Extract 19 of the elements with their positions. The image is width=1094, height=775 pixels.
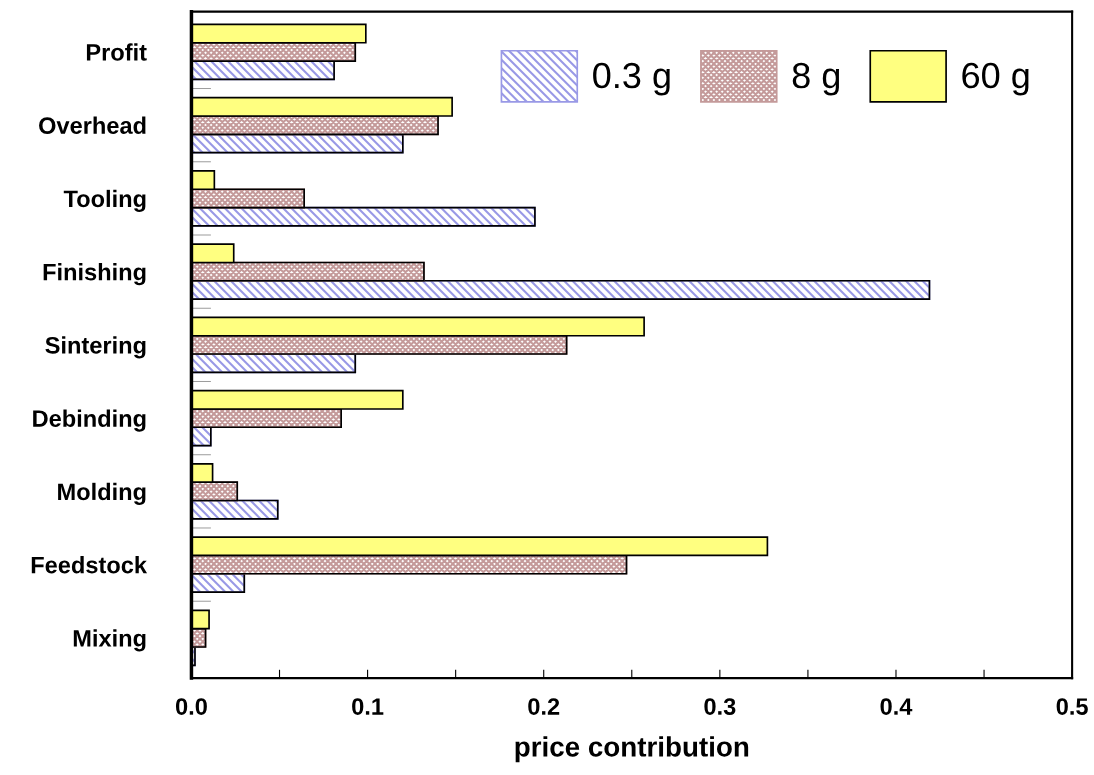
- y-tick-label: Feedstock: [31, 556, 148, 574]
- y-tick-label: Tooling: [63, 189, 146, 212]
- y-tick-label: Finishing: [43, 263, 146, 286]
- x-tick-label: 0.1: [352, 698, 384, 715]
- x-tick-label: 0.3: [704, 698, 736, 715]
- legend-label: 0.3 g: [593, 62, 670, 96]
- y-tick-label: Sintering: [45, 336, 146, 359]
- x-tick-label: 0.0: [175, 698, 207, 715]
- legend-label: 8 g: [792, 62, 840, 96]
- y-tick-label: Debinding: [33, 409, 146, 432]
- y-tick-label: Molding: [58, 482, 146, 505]
- x-axis-title: price contribution: [515, 736, 749, 763]
- x-tick-label: 0.4: [880, 698, 913, 715]
- x-tick-label: 0.5: [1056, 698, 1088, 715]
- y-tick-label: Overhead: [39, 116, 146, 134]
- y-tick-label: Profit: [86, 43, 147, 61]
- y-tick-label: Mixing: [73, 629, 146, 652]
- legend-label: 60 g: [962, 62, 1029, 96]
- x-tick-label: 0.2: [528, 698, 560, 715]
